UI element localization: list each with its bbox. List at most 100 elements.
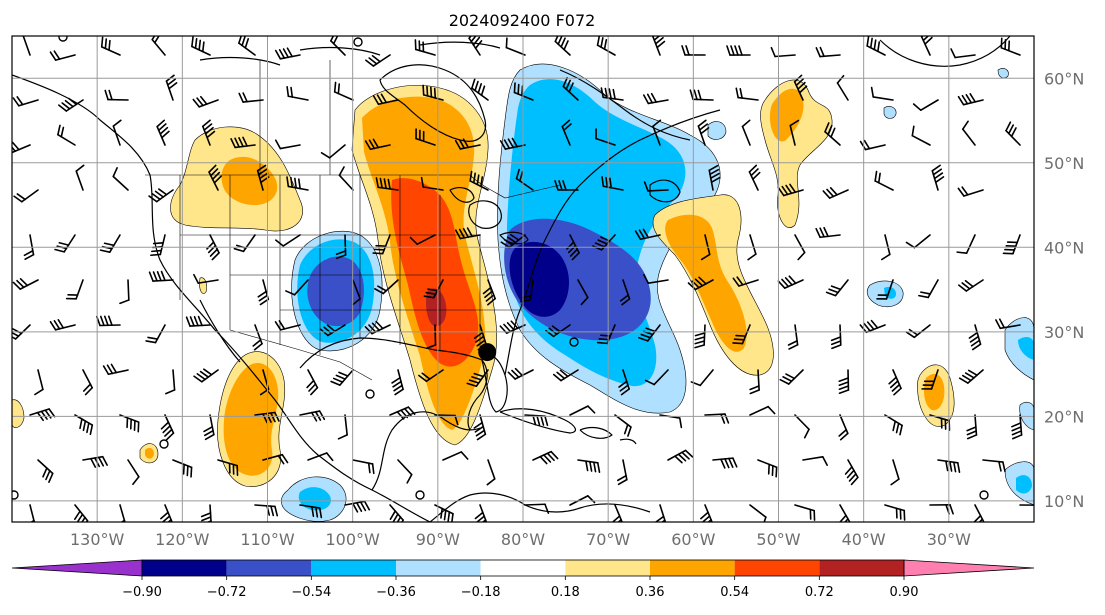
wind-barb bbox=[58, 97, 84, 112]
wind-barb bbox=[643, 181, 669, 192]
longitude-label: 30°W bbox=[927, 530, 971, 549]
wind-barb bbox=[151, 36, 166, 56]
wind-barb bbox=[789, 119, 800, 146]
wind-barb bbox=[614, 414, 632, 437]
wind-barb bbox=[471, 78, 489, 101]
wind-barb bbox=[500, 233, 526, 249]
colorbar-tick-label: −0.36 bbox=[376, 585, 416, 600]
wind-barb bbox=[82, 369, 94, 396]
wind-barb bbox=[704, 413, 730, 424]
wind-barb bbox=[611, 504, 623, 522]
wind-barb bbox=[712, 457, 738, 469]
colorbar-tick-label: 0.90 bbox=[890, 585, 919, 600]
wind-barb bbox=[119, 279, 130, 305]
wind-barb bbox=[119, 504, 126, 522]
colorbar-tick-label: −0.90 bbox=[122, 585, 162, 600]
wind-barb bbox=[652, 36, 666, 56]
wind-barb bbox=[474, 504, 488, 522]
wind-barb bbox=[644, 369, 669, 386]
wind-barb bbox=[956, 234, 976, 254]
wind-barb bbox=[148, 270, 174, 282]
wind-barb bbox=[192, 95, 219, 108]
wind-barb bbox=[217, 459, 239, 476]
wind-barb bbox=[824, 122, 841, 146]
wind-barb bbox=[577, 279, 589, 306]
colorbar-segment bbox=[396, 560, 481, 576]
wind-barb bbox=[352, 459, 375, 475]
wind-barb bbox=[262, 453, 289, 465]
wind-barb bbox=[931, 164, 945, 191]
wind-barb bbox=[600, 87, 624, 101]
longitude-label: 120°W bbox=[155, 530, 210, 549]
wind-barb bbox=[372, 234, 391, 255]
wind-barb bbox=[473, 414, 487, 441]
wind-barb bbox=[552, 369, 579, 382]
wind-barb bbox=[104, 89, 129, 101]
wind-barb bbox=[957, 186, 984, 197]
colorbar-extend-high bbox=[903, 559, 1035, 577]
wind-barb bbox=[697, 119, 710, 146]
wind-barb bbox=[82, 455, 108, 468]
wind-barb bbox=[274, 47, 301, 60]
political-borders bbox=[145, 60, 561, 381]
wind-barb bbox=[12, 278, 39, 290]
longitude-label: 130°W bbox=[70, 530, 125, 549]
wind-barb bbox=[888, 369, 902, 396]
wind-barb bbox=[202, 119, 216, 146]
wind-barb bbox=[351, 279, 361, 306]
wind-barb bbox=[601, 176, 624, 191]
wind-barb bbox=[507, 367, 534, 380]
wind-barb bbox=[34, 369, 44, 396]
wind-barb bbox=[37, 459, 54, 483]
colorbar-tick-label: 0.72 bbox=[805, 585, 834, 600]
wind-barb bbox=[958, 279, 984, 292]
wind-barb bbox=[802, 455, 828, 466]
wind-barb bbox=[562, 76, 579, 101]
wind-barb bbox=[554, 36, 571, 56]
negative-anomaly-area bbox=[883, 106, 897, 119]
wind-barb bbox=[364, 138, 391, 151]
wind-barb bbox=[499, 137, 526, 150]
latitude-labels: 60°N 50°N 40°N 30°N 20°N 10°N bbox=[1044, 69, 1084, 511]
wind-barb bbox=[238, 36, 256, 56]
wind-barb bbox=[532, 450, 559, 465]
wind-barb bbox=[777, 183, 804, 197]
wind-barb bbox=[409, 234, 436, 245]
wind-barb bbox=[815, 46, 841, 58]
wind-barb bbox=[425, 324, 437, 350]
wind-barb bbox=[454, 138, 481, 150]
wind-barb bbox=[596, 36, 616, 56]
negative-anomaly-area bbox=[1004, 317, 1034, 381]
wind-barb bbox=[513, 82, 534, 101]
latitude-label: 30°N bbox=[1044, 323, 1084, 342]
wind-barb bbox=[1019, 504, 1034, 506]
wind-barb bbox=[838, 369, 850, 394]
coastlines bbox=[12, 36, 1011, 522]
colorbar-segment bbox=[226, 560, 312, 576]
wind-barb bbox=[274, 139, 301, 150]
wind-barb bbox=[884, 504, 906, 521]
wind-barb bbox=[12, 96, 39, 107]
wind-barb bbox=[330, 36, 346, 56]
wind-barb bbox=[193, 368, 219, 383]
wind-barb bbox=[415, 128, 436, 146]
colorbar-tick-label: 0.54 bbox=[720, 585, 749, 600]
wind-barb bbox=[881, 234, 891, 261]
wind-barb bbox=[285, 279, 309, 296]
positive-anomaly-area bbox=[924, 373, 945, 411]
wind-barb bbox=[735, 87, 759, 101]
positive-anomaly-area bbox=[145, 447, 154, 459]
wind-barb bbox=[423, 279, 444, 299]
wind-barb bbox=[839, 504, 851, 522]
colorbar-tick-label: −0.18 bbox=[461, 585, 501, 600]
wind-barb bbox=[830, 324, 842, 350]
wind-barb bbox=[127, 459, 140, 486]
wind-barb bbox=[299, 504, 323, 519]
wind-barb bbox=[836, 74, 849, 101]
wind-barb bbox=[193, 273, 219, 284]
wind-barb bbox=[203, 414, 215, 441]
wind-barb bbox=[482, 279, 496, 306]
map-frame bbox=[11, 35, 1035, 523]
colorbar-segment bbox=[819, 560, 904, 576]
